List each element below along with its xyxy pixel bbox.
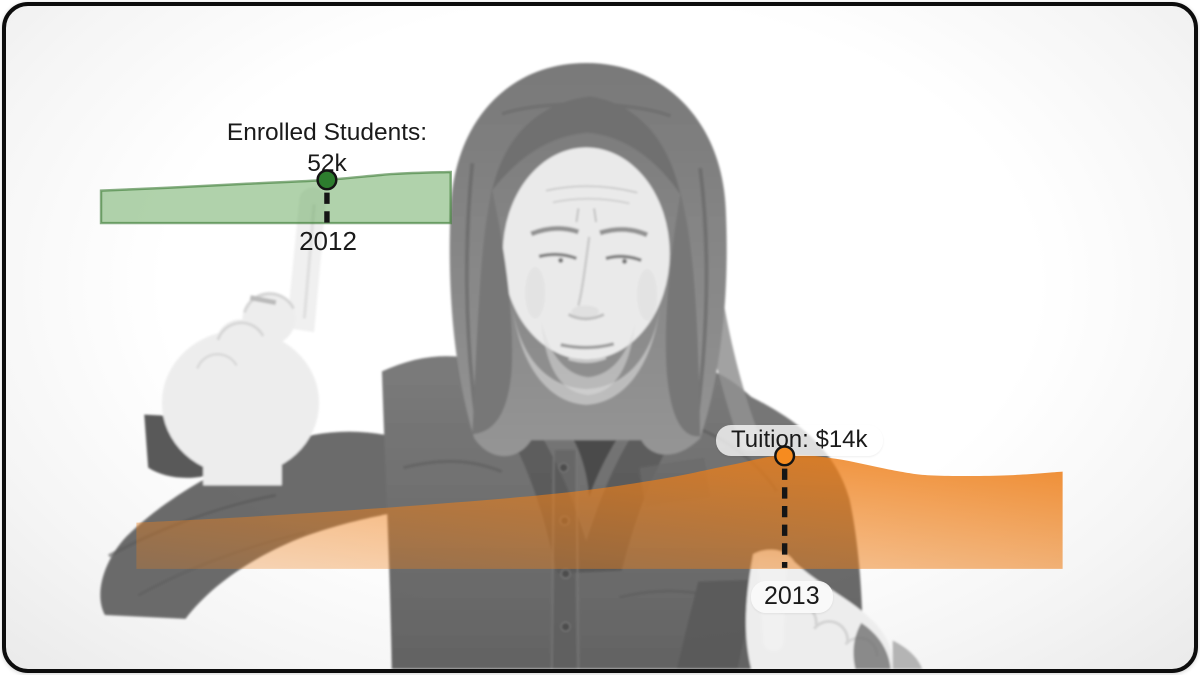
enrolled-tooltip: Enrolled Students: 52k: [166, 117, 488, 179]
tuition-tooltip: Tuition: $14k: [716, 425, 883, 456]
tuition-year-label: 2013: [751, 581, 833, 613]
enrolled-tooltip-title: Enrolled Students:: [226, 119, 428, 146]
scene-canvas: [99, 62, 1063, 669]
head: [449, 62, 727, 457]
enrolled-students-area[interactable]: [99, 170, 452, 225]
enrolled-tooltip-value: 52k: [307, 150, 347, 177]
tuition-area[interactable]: [136, 454, 1063, 569]
raised-hand: [161, 187, 326, 486]
enrolled-year-label: 2012: [299, 226, 357, 256]
